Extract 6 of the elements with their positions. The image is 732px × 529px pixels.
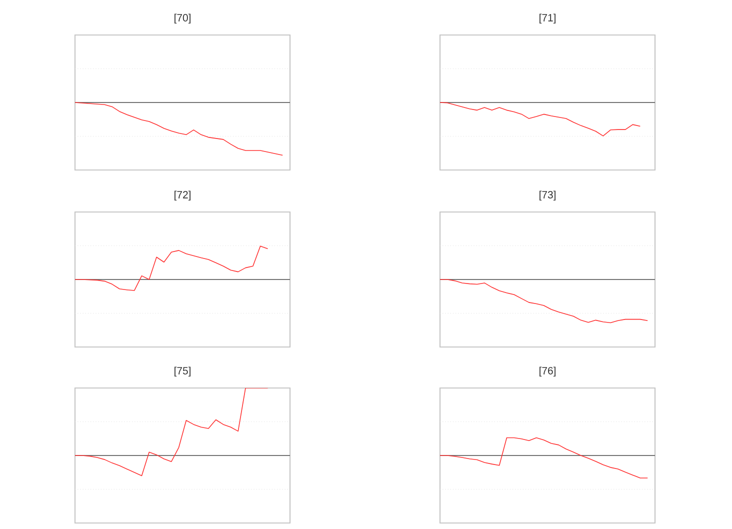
chart-title: [75] xyxy=(174,366,190,377)
chart-title: [73] xyxy=(540,190,556,201)
chart-title: [71] xyxy=(540,14,556,24)
chart-title: [76] xyxy=(540,366,556,377)
chart-title: [72] xyxy=(174,190,190,201)
chart-title: [70] xyxy=(174,14,190,24)
